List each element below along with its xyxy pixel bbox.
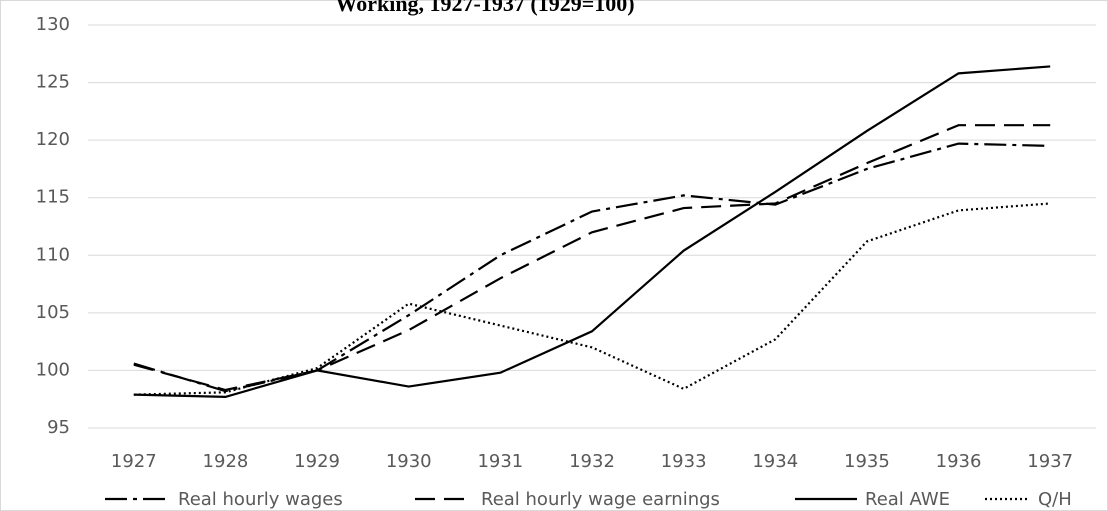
y-tick-label: 110	[36, 244, 70, 265]
legend-label: Real hourly wage earnings	[481, 489, 720, 510]
x-tick-label: 1930	[386, 451, 432, 472]
y-tick-label: 130	[36, 14, 70, 35]
series-line	[133, 124, 1051, 392]
legend-label: Real hourly wages	[178, 489, 343, 510]
chart-title: Working, 1927-1937 (1929=100)	[335, 0, 634, 16]
y-tick-label: 120	[36, 129, 70, 150]
legend-label: Q/H	[1038, 489, 1072, 510]
x-tick-label: 1931	[477, 451, 523, 472]
legend-label: Real AWE	[865, 489, 950, 510]
y-tick-label: 115	[36, 187, 70, 208]
x-tick-label: 1932	[569, 451, 615, 472]
y-tick-label: 125	[36, 72, 70, 93]
series-line	[133, 65, 1051, 399]
x-tick-label: 1934	[752, 451, 798, 472]
x-tick-label: 1933	[661, 451, 707, 472]
y-tick-label: 100	[36, 359, 70, 380]
x-tick-label: 1929	[294, 451, 340, 472]
x-tick-label: 1936	[936, 451, 982, 472]
y-tick-label: 105	[36, 302, 70, 323]
x-tick-label: 1927	[111, 451, 157, 472]
series-line	[133, 202, 1051, 396]
x-tick-label: 1928	[203, 451, 249, 472]
x-tick-label: 1937	[1027, 451, 1073, 472]
x-tick-label: 1935	[844, 451, 890, 472]
y-tick-label: 95	[47, 417, 70, 438]
